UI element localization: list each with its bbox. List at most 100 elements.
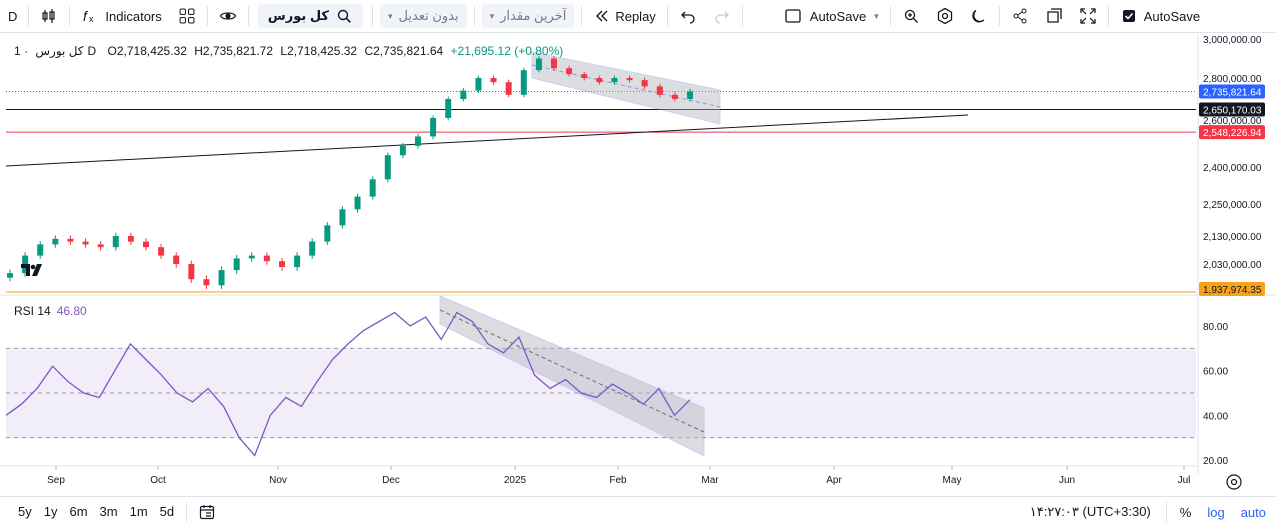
time-tick-label: Sep [47,475,65,486]
goto-date-button[interactable] [190,495,224,526]
candle-body [37,244,44,256]
candle-body [127,236,134,242]
candle-body [399,145,406,156]
interval-button[interactable]: D [0,0,25,33]
candle-body [173,255,180,264]
candle-body [354,196,361,210]
window-icon [1045,7,1063,25]
range-1m[interactable]: 1m [129,504,148,519]
candle-body [52,238,59,245]
autosave-checkbox-label: AutoSave [1143,8,1201,24]
value-dropdown[interactable]: ▾ آخرین مقدار [481,4,575,28]
candle-body [687,91,693,99]
candle-body [445,99,452,118]
range-3m[interactable]: 3m [99,504,118,519]
range-6m[interactable]: 6m [69,504,88,519]
log-toggle[interactable]: log [1207,504,1225,520]
tradingview-logo [21,264,42,276]
bottom-right-controls: ۱۴:۲۷:۰۳ (UTC+3:30) % log auto [1022,497,1276,526]
range-5y[interactable]: 5y [18,504,32,519]
rsi-axis-ticks: 80.00 60.00 40.00 20.00 [1203,322,1228,467]
time-tick-label: Jul [1178,475,1191,486]
undo-icon [679,7,697,25]
candle-body [294,255,301,268]
time-tick-label: May [943,475,962,486]
candle-body [460,90,467,99]
divider [741,6,743,26]
search-icon [335,7,353,25]
chevron-down-icon: ▾ [388,10,393,21]
range-1y[interactable]: 1y [43,504,58,519]
candle-body [143,241,149,248]
templates-button[interactable] [170,0,204,33]
price-tick-label: 2,030,000.00 [1203,260,1262,271]
divider [473,6,475,26]
price-badge-label: 2,735,821.64 [1203,87,1262,98]
price-badge [1199,102,1265,117]
moon-icon [970,7,988,25]
price-badge-label: 2,548,226.94 [1203,128,1262,139]
percent-toggle[interactable]: % [1179,504,1192,520]
legend-dot: · [24,44,29,58]
settings-icon[interactable] [1226,474,1242,490]
clock[interactable]: ۱۴:۲۷:۰۳ (UTC+3:30) [1029,504,1151,519]
candle-body [596,78,603,83]
share-button[interactable] [1003,0,1037,33]
divider [666,6,668,26]
chart-area[interactable]: 3,000,000.00 2,800,000.00 2,600,000.00 2,40… [0,34,1276,494]
candle-body [611,78,618,83]
share-icon [1011,7,1029,25]
divider [889,6,891,26]
range-5d[interactable]: 5d [159,504,175,519]
value-dropdown-label: آخرین مقدار [500,8,567,23]
candle-body [551,58,557,69]
layout-button[interactable]: AutoSave ▾ [776,0,887,33]
candle-body [656,86,663,95]
adjust-dropdown[interactable]: ▾ بدون تعدیل [380,4,467,28]
theme-button[interactable] [962,0,996,33]
fullscreen-button[interactable] [1071,0,1105,33]
candle-body [309,241,316,256]
candle-body [384,155,391,180]
divider [247,6,249,26]
legend-close: C2,735,821.64 [364,44,444,58]
candle-body [158,247,165,256]
divider [581,6,583,26]
auto-toggle[interactable]: auto [1240,504,1266,520]
divider [206,6,208,26]
rsi-value: 46.80 [56,304,87,318]
divider [186,501,188,522]
candle-body [67,238,74,242]
settings-button[interactable] [928,0,962,33]
candle-body [203,279,210,286]
redo-button[interactable] [705,0,739,33]
range-buttons: 5y 1y 6m 3m 1m 5d [0,504,180,519]
replay-label: Replay [615,8,656,24]
new-window-button[interactable] [1037,0,1071,33]
replay-button[interactable]: Replay [585,0,663,33]
candle-body [188,264,195,280]
axis-settings-button[interactable] [1226,474,1242,490]
candle-body [430,117,437,137]
candle-body [641,80,648,87]
draw-tool-button[interactable] [894,0,928,33]
time-tick-label: Oct [150,475,166,486]
rsi-channel[interactable] [439,295,705,457]
rsi-tick-label: 40.00 [1203,411,1228,422]
candle-body [505,82,512,95]
visibility-button[interactable] [211,0,245,33]
trend-line[interactable] [5,114,969,167]
price-channel[interactable] [531,51,721,125]
price-tick-label: 2,400,000.00 [1203,163,1262,174]
rsi-name: RSI 14 [14,304,51,318]
rsi-tick-label: 60.00 [1203,367,1228,378]
chart-style-button[interactable] [32,0,66,33]
undo-button[interactable] [671,0,705,33]
chart-canvas[interactable]: 3,000,000.00 2,800,000.00 2,600,000.00 2,40… [0,34,1276,494]
legend-symbol: کل بورس [35,44,84,58]
symbol-search-button[interactable]: کل بورس [257,4,363,28]
autosave-toggle[interactable]: AutoSave [1112,0,1208,33]
adjust-dropdown-label: بدون تعدیل [398,8,459,23]
